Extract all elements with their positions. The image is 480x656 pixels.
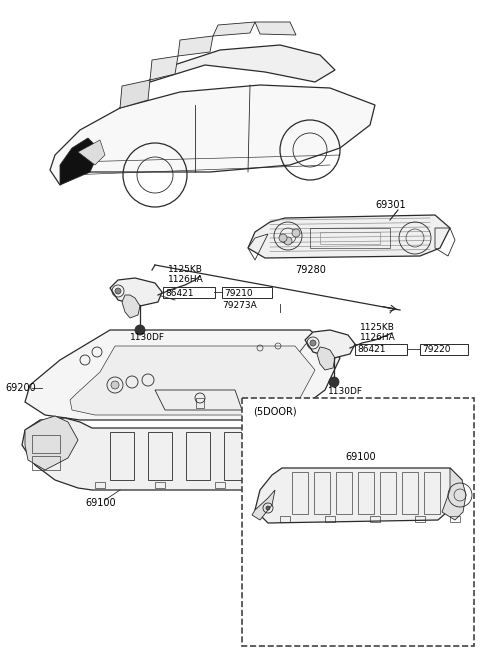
Polygon shape: [50, 85, 375, 185]
Polygon shape: [442, 468, 466, 520]
Bar: [262, 432, 286, 480]
Bar: [358, 472, 374, 514]
Polygon shape: [330, 420, 378, 490]
Bar: [336, 472, 352, 514]
Text: 1130DF: 1130DF: [130, 333, 165, 342]
Bar: [402, 472, 418, 514]
Text: 69100: 69100: [345, 452, 376, 462]
Bar: [320, 232, 380, 244]
Polygon shape: [120, 80, 150, 108]
Bar: [32, 456, 60, 470]
Bar: [242, 398, 474, 646]
Circle shape: [310, 340, 316, 346]
Bar: [310, 228, 390, 248]
Text: 79220: 79220: [422, 346, 451, 354]
Polygon shape: [255, 22, 296, 35]
Text: 1125KB: 1125KB: [168, 266, 203, 274]
Polygon shape: [213, 22, 255, 36]
Text: 79210: 79210: [224, 289, 252, 298]
Bar: [110, 432, 134, 480]
Polygon shape: [122, 295, 140, 318]
Bar: [163, 287, 215, 298]
Bar: [314, 472, 330, 514]
Polygon shape: [305, 330, 355, 358]
Bar: [32, 435, 60, 453]
Polygon shape: [178, 36, 213, 56]
Polygon shape: [255, 468, 462, 523]
Text: 79273A: 79273A: [222, 300, 257, 310]
Bar: [370, 516, 380, 522]
Bar: [280, 516, 290, 522]
Bar: [325, 516, 335, 522]
Bar: [380, 472, 396, 514]
Polygon shape: [60, 138, 100, 185]
Polygon shape: [70, 346, 315, 415]
Bar: [292, 472, 308, 514]
Bar: [155, 482, 165, 488]
Circle shape: [111, 381, 119, 389]
Bar: [215, 482, 225, 488]
Bar: [148, 432, 172, 480]
Polygon shape: [25, 416, 78, 470]
Bar: [420, 344, 468, 355]
Polygon shape: [78, 140, 105, 165]
Polygon shape: [252, 490, 275, 520]
Bar: [186, 432, 210, 480]
Bar: [275, 482, 285, 488]
Bar: [222, 287, 272, 298]
Circle shape: [292, 229, 300, 237]
Circle shape: [329, 377, 339, 387]
Bar: [95, 482, 105, 488]
Polygon shape: [150, 56, 178, 80]
Bar: [415, 516, 425, 522]
Text: 79280: 79280: [295, 265, 326, 275]
Bar: [325, 482, 335, 488]
Polygon shape: [317, 347, 335, 370]
Text: (5DOOR): (5DOOR): [253, 407, 297, 417]
Circle shape: [284, 237, 292, 245]
Polygon shape: [120, 45, 335, 108]
Text: 1126HA: 1126HA: [360, 333, 396, 342]
Circle shape: [279, 234, 287, 242]
Polygon shape: [110, 278, 162, 306]
Polygon shape: [248, 215, 450, 258]
Circle shape: [266, 506, 270, 510]
Polygon shape: [22, 418, 378, 490]
Bar: [196, 398, 204, 408]
Polygon shape: [25, 330, 340, 420]
Circle shape: [135, 325, 145, 335]
Text: 69200: 69200: [5, 383, 36, 393]
Text: 86421: 86421: [165, 289, 193, 298]
Text: 1125KB: 1125KB: [360, 323, 395, 331]
Text: 86421: 86421: [357, 346, 385, 354]
Circle shape: [115, 288, 121, 294]
Bar: [424, 472, 440, 514]
Bar: [450, 516, 460, 522]
Text: 69100: 69100: [85, 498, 116, 508]
Bar: [224, 432, 248, 480]
Bar: [355, 344, 407, 355]
Text: 69301: 69301: [375, 200, 406, 210]
Text: 1126HA: 1126HA: [168, 276, 204, 285]
Text: 1130DF: 1130DF: [328, 388, 363, 396]
